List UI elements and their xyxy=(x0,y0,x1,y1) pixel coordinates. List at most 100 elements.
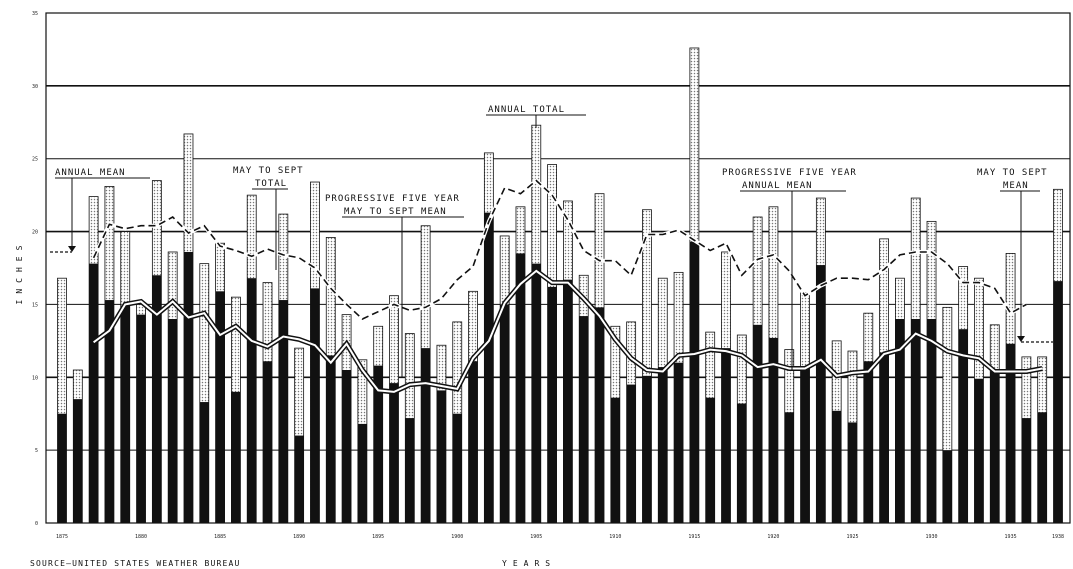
bar-may-sept-total xyxy=(784,412,794,523)
bar-may-sept-total xyxy=(658,367,668,523)
bar-may-sept-total xyxy=(768,337,778,523)
x-tick-label: 1885 xyxy=(214,534,226,540)
bar-may-sept-total xyxy=(484,212,494,523)
bar-may-sept-total xyxy=(958,329,968,523)
bar-may-sept-total xyxy=(579,316,589,523)
bar-may-sept-total xyxy=(689,241,699,523)
y-tick-label: 10 xyxy=(32,375,38,381)
x-tick-label: 1938 xyxy=(1052,534,1064,540)
bar-may-sept-total xyxy=(342,370,352,523)
bar-may-sept-total xyxy=(1037,412,1047,523)
bar-may-sept-total xyxy=(73,399,83,523)
bar-may-sept-total xyxy=(610,397,620,523)
bar-may-sept-total xyxy=(895,319,905,523)
label-prog-annual-1: PROGRESSIVE FIVE YEAR xyxy=(722,168,857,178)
bar-may-sept-total xyxy=(911,319,921,523)
bar-may-sept-total xyxy=(1006,343,1016,523)
bar-may-sept-total xyxy=(468,361,478,523)
y-tick-label: 20 xyxy=(32,230,38,236)
y-tick-label: 30 xyxy=(32,84,38,90)
bar-may-sept-total xyxy=(231,391,241,523)
bar-may-sept-total xyxy=(89,263,99,523)
label-prog-annual-2: ANNUAL MEAN xyxy=(742,181,813,191)
bar-may-sept-total xyxy=(373,365,383,523)
bar-may-sept-total xyxy=(674,362,684,523)
bar-may-sept-total xyxy=(215,291,225,523)
x-tick-label: 1905 xyxy=(530,534,542,540)
bar-may-sept-total xyxy=(753,324,763,523)
x-tick-label: 1910 xyxy=(609,534,621,540)
bar-may-sept-total xyxy=(357,423,367,523)
bar-may-sept-total xyxy=(547,286,557,523)
source-note: SOURCE—UNITED STATES WEATHER BUREAU xyxy=(30,559,241,568)
x-tick-label: 1895 xyxy=(372,534,384,540)
bar-may-sept-total xyxy=(942,450,952,523)
bar-may-sept-total xyxy=(310,288,320,523)
bars xyxy=(57,47,1063,524)
bar-may-sept-total xyxy=(500,304,510,523)
bar-may-sept-total xyxy=(927,319,937,523)
bar-may-sept-total xyxy=(104,300,114,523)
bar-may-sept-total xyxy=(1021,418,1031,523)
bar-may-sept-total xyxy=(626,384,636,523)
bar-may-sept-total xyxy=(199,402,209,523)
bar-may-sept-total xyxy=(247,278,257,523)
bar-may-sept-total xyxy=(152,275,162,523)
ma-may-sept-line xyxy=(93,269,1043,393)
bar-may-sept-total xyxy=(326,355,336,523)
label-annual-mean: ANNUAL MEAN xyxy=(55,168,126,178)
bar-may-sept-total xyxy=(642,375,652,523)
x-tick-label: 1915 xyxy=(688,534,700,540)
y-tick-label: 35 xyxy=(32,11,38,17)
x-tick-label: 1920 xyxy=(767,534,779,540)
x-axis-label: YEARS xyxy=(502,559,556,568)
bar-may-sept-total xyxy=(120,305,130,523)
bar-may-sept-total xyxy=(421,348,431,523)
y-tick-label: 15 xyxy=(32,302,38,308)
bar-may-sept-total xyxy=(405,418,415,523)
label-may-sept-total-2: TOTAL xyxy=(255,179,287,189)
x-tick-label: 1925 xyxy=(846,534,858,540)
x-tick-label: 1930 xyxy=(926,534,938,540)
bar-may-sept-total xyxy=(389,383,399,523)
bar-may-sept-total xyxy=(1053,281,1063,523)
label-annual-total: ANNUAL TOTAL xyxy=(488,105,565,115)
bar-may-sept-total xyxy=(863,361,873,523)
bar-may-sept-total xyxy=(800,367,810,523)
bar-may-sept-total xyxy=(974,378,984,523)
bar-may-sept-total xyxy=(515,253,525,523)
bar-may-sept-total xyxy=(168,319,178,523)
bar-may-sept-total xyxy=(705,397,715,523)
annotations: ANNUAL MEAN MAY TO SEPT TOTAL PROGRESSIV… xyxy=(50,105,1053,378)
bar-may-sept-total xyxy=(832,410,842,523)
bar-may-sept-total xyxy=(57,413,67,523)
label-prog-may-sept-2: MAY TO SEPT MEAN xyxy=(344,207,447,217)
x-tick-label: 1900 xyxy=(451,534,463,540)
bar-may-sept-total xyxy=(278,300,288,523)
y-tick-label: 0 xyxy=(35,521,38,527)
bar-may-sept-total xyxy=(816,265,826,523)
x-tick-label: 1890 xyxy=(293,534,305,540)
bar-may-sept-total xyxy=(436,390,446,523)
x-tick-label: 1875 xyxy=(56,534,68,540)
bar-may-sept-total xyxy=(452,413,462,523)
x-tick-label: 1880 xyxy=(135,534,147,540)
x-tick-labels: 1875 1880 1885 1890 1895 1900 1905 1910 1915 1920… xyxy=(56,534,1064,540)
bar-may-sept-total xyxy=(183,251,193,523)
bar-may-sept-total xyxy=(136,314,146,523)
x-tick-label: 1935 xyxy=(1005,534,1017,540)
bar-may-sept-total xyxy=(721,348,731,523)
label-may-sept-total-1: MAY TO SEPT xyxy=(233,166,304,176)
label-may-sept-mean-1: MAY TO SEPT xyxy=(977,168,1048,178)
bar-may-sept-total xyxy=(531,263,541,523)
bar-may-sept-total xyxy=(990,371,1000,523)
bar-may-sept-total xyxy=(595,307,605,523)
y-tick-label: 25 xyxy=(32,157,38,163)
bar-may-sept-total xyxy=(563,279,573,523)
ma-annual-line xyxy=(92,179,1027,320)
bar-may-sept-total xyxy=(737,403,747,523)
y-axis-label: INCHES xyxy=(15,240,24,305)
label-may-sept-mean-2: MEAN xyxy=(1003,181,1029,191)
bar-may-sept-total xyxy=(294,435,304,523)
